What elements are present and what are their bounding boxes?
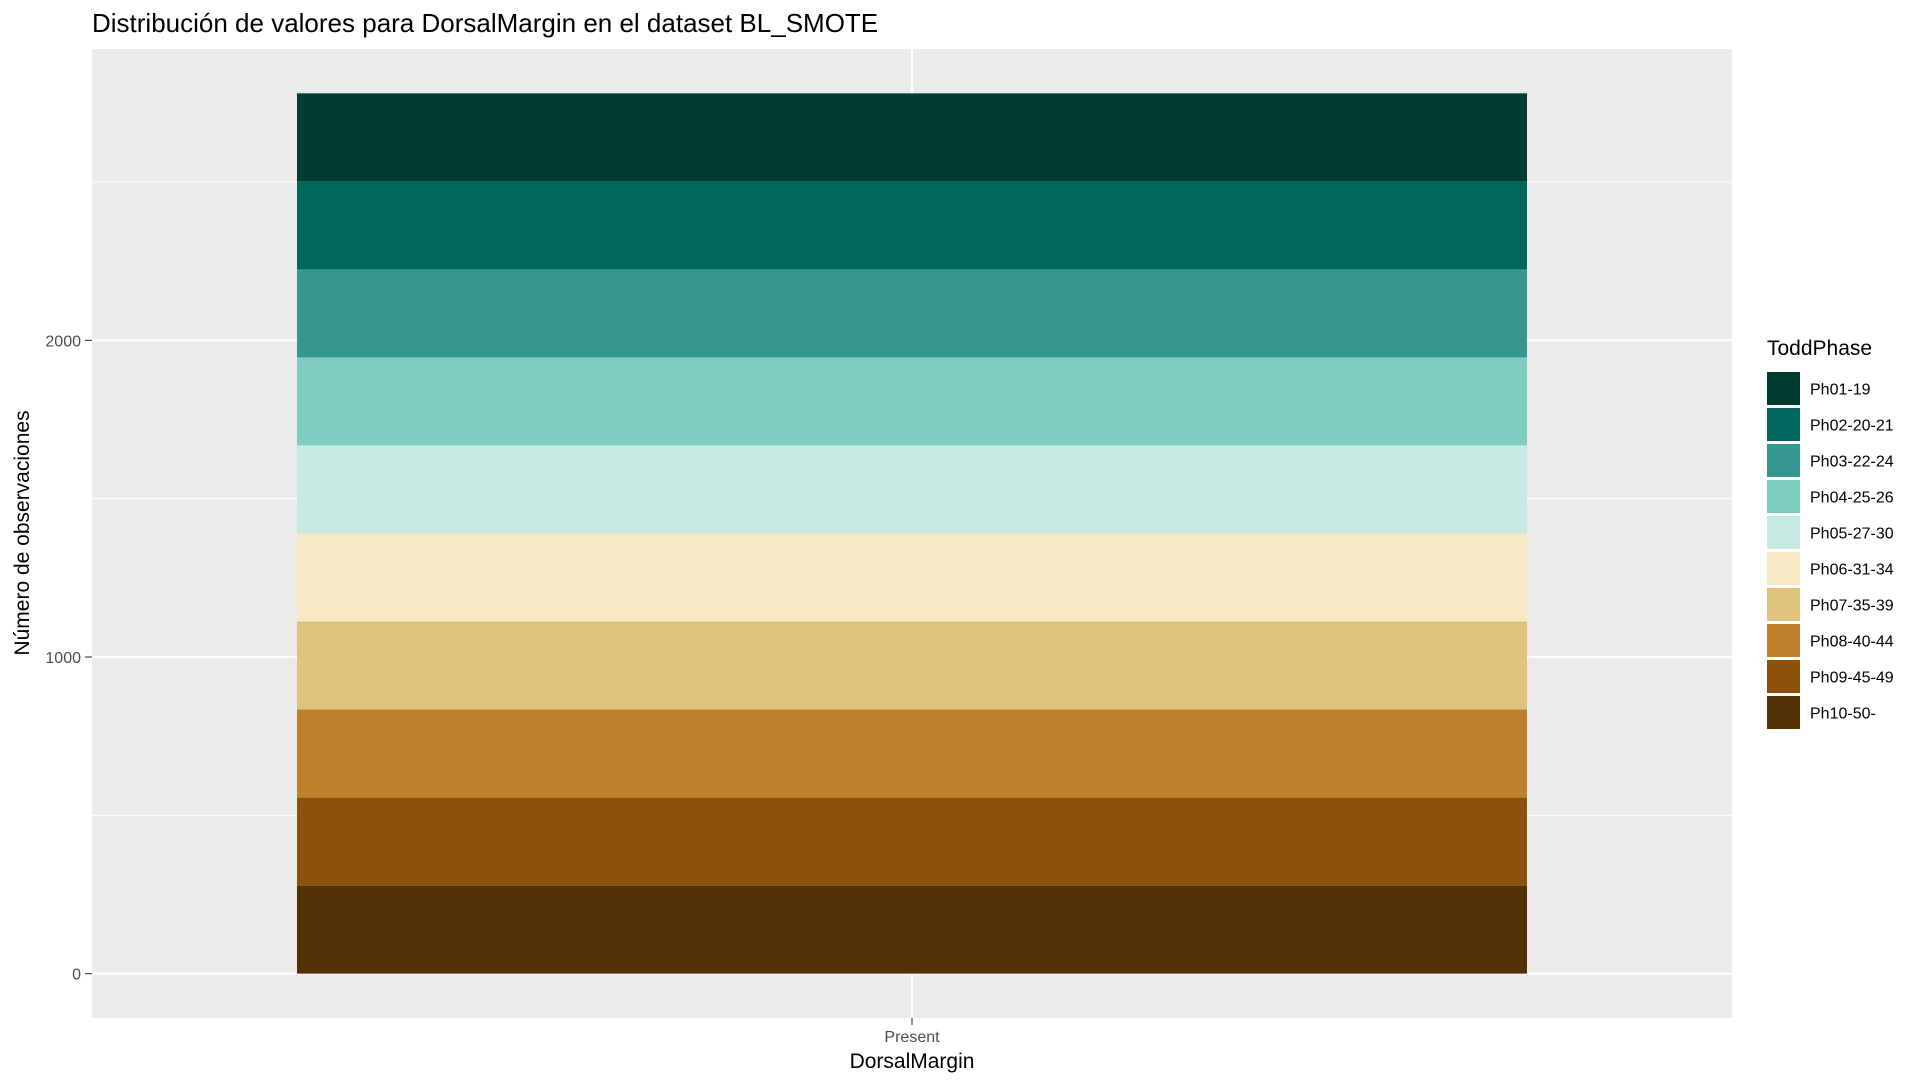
legend-item: Ph02-20-21 bbox=[1767, 408, 1894, 441]
bar-segment-ph01-19 bbox=[297, 93, 1527, 182]
bar-segment-ph05-27-30 bbox=[297, 445, 1527, 534]
legend-label: Ph10-50- bbox=[1810, 706, 1876, 723]
bar-segment-ph07-35-39 bbox=[297, 621, 1527, 710]
legend-item: Ph04-25-26 bbox=[1767, 480, 1894, 513]
legend: ToddPhase Ph01-19Ph02-20-21Ph03-22-24Ph0… bbox=[1767, 337, 1894, 729]
legend-label: Ph07-35-39 bbox=[1810, 598, 1894, 615]
legend-label: Ph01-19 bbox=[1810, 382, 1871, 399]
y-tick-label: 0 bbox=[72, 967, 81, 984]
legend-label: Ph02-20-21 bbox=[1810, 418, 1894, 435]
legend-item: Ph03-22-24 bbox=[1767, 444, 1894, 477]
bar-segment-ph06-31-34 bbox=[297, 533, 1527, 622]
legend-label: Ph03-22-24 bbox=[1810, 454, 1894, 471]
legend-key bbox=[1767, 372, 1800, 405]
legend-item: Ph01-19 bbox=[1767, 372, 1871, 405]
x-axis-title: DorsalMargin bbox=[850, 1050, 975, 1073]
legend-label: Ph09-45-49 bbox=[1810, 670, 1894, 687]
legend-title: ToddPhase bbox=[1767, 337, 1872, 360]
axes: Present 0 1000 2000 bbox=[45, 333, 940, 1046]
y-axis-title: Número de observaciones bbox=[11, 410, 34, 655]
legend-label: Ph08-40-44 bbox=[1810, 634, 1894, 651]
legend-key bbox=[1767, 588, 1800, 621]
legend-item: Ph06-31-34 bbox=[1767, 552, 1894, 585]
legend-item: Ph08-40-44 bbox=[1767, 624, 1894, 657]
legend-item: Ph10-50- bbox=[1767, 696, 1876, 729]
legend-item: Ph09-45-49 bbox=[1767, 660, 1894, 693]
legend-items: Ph01-19 Ph02-20-21 Ph03-22-24 Ph04-25-26 Ph0… bbox=[1767, 372, 1894, 729]
legend-key bbox=[1767, 516, 1800, 549]
bar-segment-ph03-22-24 bbox=[297, 269, 1527, 358]
legend-label: Ph04-25-26 bbox=[1810, 490, 1894, 507]
y-tick-label: 1000 bbox=[45, 650, 81, 667]
bar-segment-ph09-45-49 bbox=[297, 797, 1527, 886]
legend-key bbox=[1767, 480, 1800, 513]
y-tick-label: 2000 bbox=[45, 333, 81, 350]
legend-key bbox=[1767, 624, 1800, 657]
legend-key bbox=[1767, 444, 1800, 477]
legend-item: Ph07-35-39 bbox=[1767, 588, 1894, 621]
legend-label: Ph06-31-34 bbox=[1810, 562, 1894, 579]
x-tick-label: Present bbox=[884, 1029, 940, 1046]
bar-segment-ph08-40-44 bbox=[297, 709, 1527, 798]
legend-key bbox=[1767, 660, 1800, 693]
chart-title: Distribución de valores para DorsalMargi… bbox=[92, 8, 878, 38]
legend-key bbox=[1767, 696, 1800, 729]
legend-item: Ph05-27-30 bbox=[1767, 516, 1894, 549]
bar-segment-ph10-50- bbox=[297, 885, 1527, 974]
legend-key bbox=[1767, 552, 1800, 585]
stacked-bar bbox=[297, 93, 1527, 974]
bar-segment-ph04-25-26 bbox=[297, 357, 1527, 446]
legend-label: Ph05-27-30 bbox=[1810, 526, 1894, 543]
legend-key bbox=[1767, 408, 1800, 441]
bar-segment-ph02-20-21 bbox=[297, 181, 1527, 270]
